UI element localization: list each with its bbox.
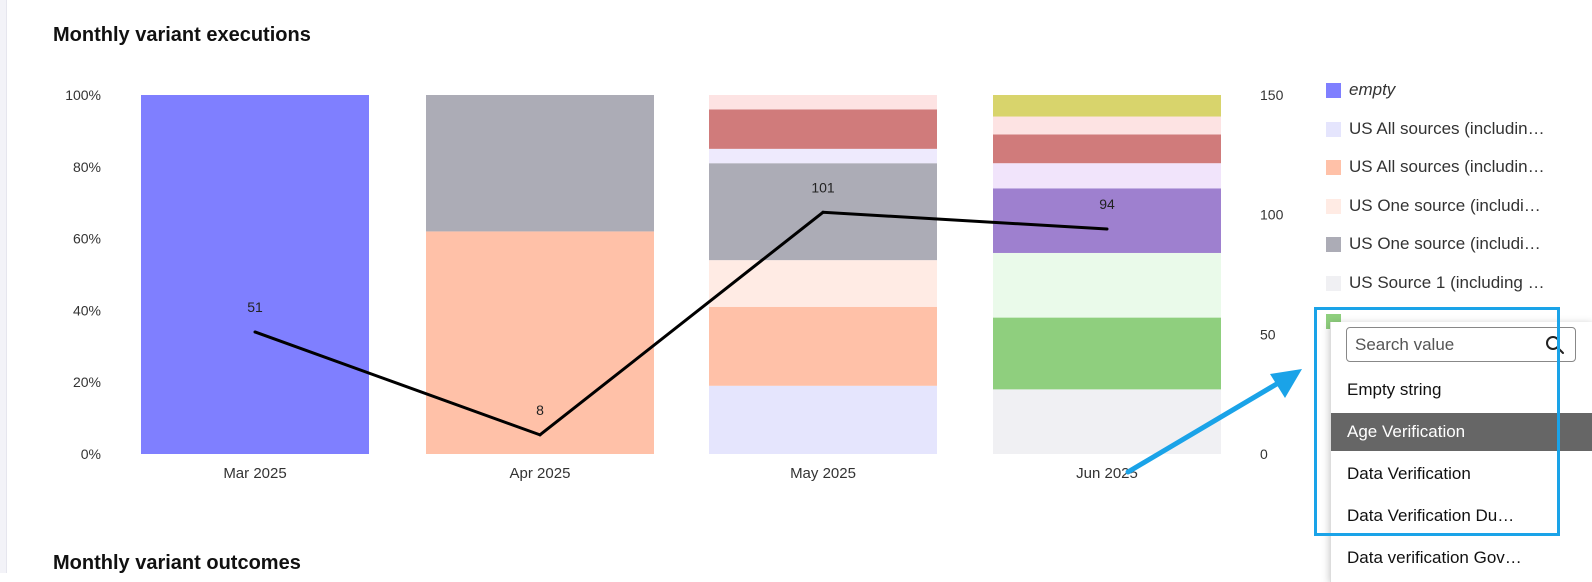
search-input[interactable] <box>1347 328 1545 361</box>
category-label: May 2025 <box>790 465 856 482</box>
bar-segment <box>993 389 1221 454</box>
bar-segment <box>709 260 937 307</box>
line-data-label: 94 <box>1099 196 1115 212</box>
right-axis-tick-label: 0 <box>1260 446 1268 462</box>
bar-segment <box>993 317 1221 390</box>
bar-segment <box>709 306 937 386</box>
legend-item[interactable]: US Source 1 (including … <box>1326 271 1561 295</box>
left-axis-tick-label: 40% <box>73 302 101 318</box>
category-label: Mar 2025 <box>223 465 286 482</box>
category-labels: Mar 2025 Apr 2025 May 2025 Jun 2025 <box>223 465 1138 482</box>
legend-swatch <box>1326 121 1341 137</box>
left-axis-tick-label: 100% <box>65 87 101 103</box>
right-axis-tick-label: 150 <box>1260 87 1284 103</box>
dropdown-option[interactable]: Age Verification <box>1331 413 1592 451</box>
left-panel-edge <box>0 0 7 573</box>
line-data-label: 101 <box>811 179 835 195</box>
bar-segment <box>709 109 937 149</box>
legend-item[interactable]: US All sources (includin… <box>1326 117 1561 141</box>
bar-segment <box>426 231 654 454</box>
left-axis-tick-label: 0% <box>81 446 101 462</box>
bar-segment <box>993 252 1221 318</box>
bar-segments <box>141 95 1221 454</box>
legend-swatch <box>1326 159 1341 175</box>
legend-swatch <box>1326 198 1341 214</box>
annotation-arrow-head <box>1270 369 1302 398</box>
left-axis-ticks: 0% 20% 40% 60% 80% 100% <box>65 87 101 462</box>
legend-label: US All sources (includin… <box>1349 157 1545 176</box>
line-data-label: 8 <box>536 402 544 418</box>
right-axis-ticks: 0 50 100 150 <box>1260 87 1284 462</box>
search-icon[interactable] <box>1545 335 1565 355</box>
dropdown-option[interactable]: Data verification Gov… <box>1347 548 1522 567</box>
annotation-arrow <box>1125 369 1302 475</box>
bar-segment <box>993 134 1221 164</box>
legend-label: US All sources (includin… <box>1349 119 1545 138</box>
bar-segment <box>141 95 369 454</box>
dropdown-option[interactable]: Empty string <box>1347 380 1442 399</box>
left-axis-tick-label: 60% <box>73 231 101 247</box>
legend-item[interactable]: US All sources (includin… <box>1326 155 1561 179</box>
executions-line: 51 8 101 94 <box>247 179 1115 437</box>
bar-segment <box>993 163 1221 189</box>
legend-item[interactable]: US One source (includi… <box>1326 194 1561 218</box>
legend-label: US One source (includi… <box>1349 234 1541 253</box>
dropdown-option[interactable]: Data Verification <box>1347 464 1471 483</box>
category-label: Jun 2025 <box>1076 465 1138 482</box>
line-point <box>821 210 825 214</box>
chart-title: Monthly variant executions <box>53 24 311 46</box>
line-point <box>253 330 257 334</box>
line-point <box>538 433 542 437</box>
bar-segment <box>709 385 937 454</box>
legend-label: US Source 1 (including … <box>1349 273 1545 292</box>
left-axis-tick-label: 80% <box>73 159 101 175</box>
line-point <box>1105 227 1109 231</box>
right-axis-tick-label: 100 <box>1260 207 1284 223</box>
bar-segment <box>993 95 1221 117</box>
annotation-arrow-shaft <box>1125 379 1283 475</box>
legend-swatch <box>1326 275 1341 291</box>
line-data-label: 51 <box>247 299 263 315</box>
legend-label: US One source (includi… <box>1349 196 1541 215</box>
legend-swatch <box>1326 82 1341 98</box>
legend-label: empty <box>1349 80 1396 99</box>
bar-segment <box>993 188 1221 253</box>
category-label: Apr 2025 <box>510 465 571 482</box>
left-axis-tick-label: 20% <box>73 374 101 390</box>
right-axis-tick-label: 50 <box>1260 326 1276 342</box>
legend-swatch <box>1326 236 1341 252</box>
bar-segment <box>709 95 937 110</box>
bar-segment <box>993 116 1221 135</box>
legend-item[interactable]: US One source (includi… <box>1326 232 1561 256</box>
dropdown-option[interactable]: Data Verification Du… <box>1347 506 1515 525</box>
search-box[interactable] <box>1346 327 1576 362</box>
legend-item[interactable]: empty <box>1326 78 1561 102</box>
value-filter-dropdown[interactable]: Empty string Age Verification Data Verif… <box>1330 322 1592 582</box>
bar-segment <box>709 148 937 164</box>
bar-segment <box>426 95 654 232</box>
line-path <box>254 210 1108 437</box>
next-section-title: Monthly variant outcomes <box>53 552 301 574</box>
